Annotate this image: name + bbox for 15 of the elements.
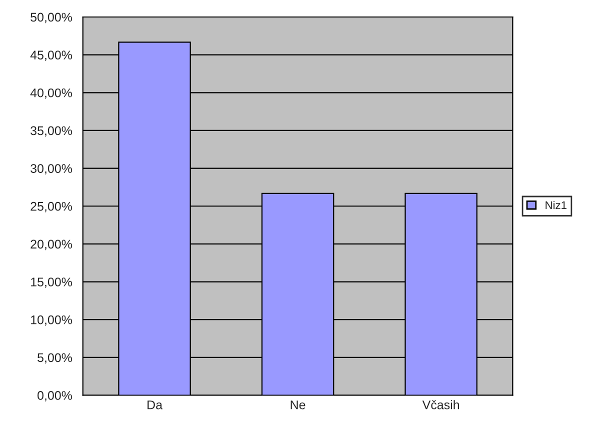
- y-tick-label: 35,00%: [30, 126, 72, 137]
- y-tick-label: 0,00%: [38, 391, 72, 402]
- y-tick-label: 40,00%: [30, 88, 72, 99]
- y-tick-label: 10,00%: [31, 315, 72, 326]
- x-tick-label: Včasih: [422, 400, 460, 410]
- x-tick-label: Da: [148, 400, 163, 410]
- legend-label: Niz1: [546, 200, 566, 209]
- y-tick-label: 5,00%: [38, 353, 72, 364]
- y-tick-label: 15,00%: [31, 278, 72, 288]
- y-tick-label: 30,00%: [30, 164, 72, 174]
- y-tick-label: 45,00%: [30, 50, 72, 61]
- y-tick-label: 20,00%: [30, 240, 72, 250]
- y-tick-label: 25,00%: [30, 202, 72, 212]
- x-tick-label: Ne: [290, 400, 306, 410]
- y-tick-label: 50,00%: [30, 12, 72, 24]
